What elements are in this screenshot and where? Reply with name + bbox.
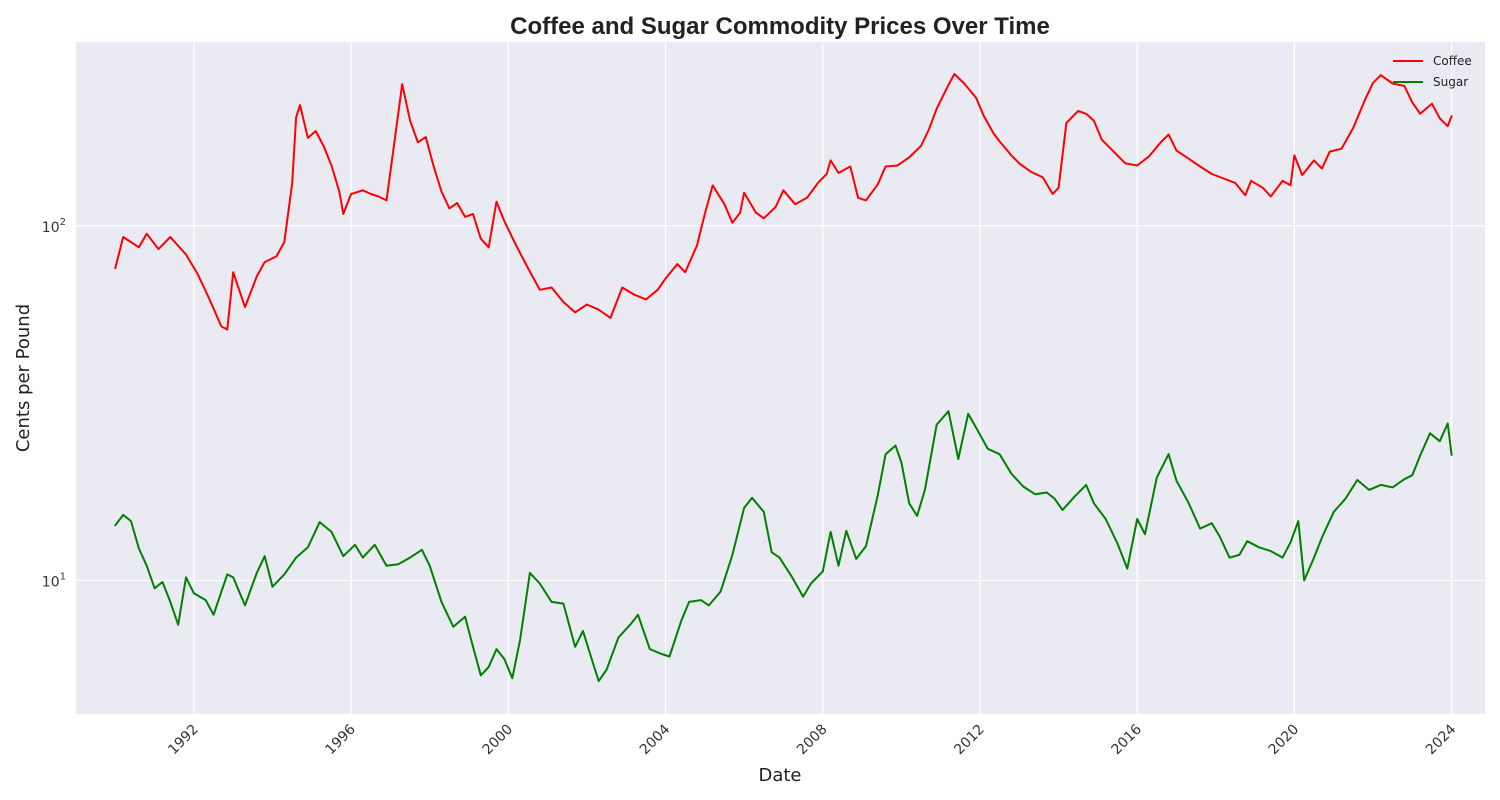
chart-title: Coffee and Sugar Commodity Prices Over T…	[510, 13, 1050, 40]
legend-label-sugar: Sugar	[1433, 75, 1468, 89]
y-tick-exponent: 1	[60, 571, 66, 582]
series-group	[114, 73, 1453, 683]
y-tick-exponent: 2	[60, 217, 66, 228]
y-tick-base: 10	[42, 574, 60, 590]
plot-area	[76, 42, 1485, 714]
x-axis-label: Date	[758, 765, 801, 786]
y-axis-label: Cents per Pound	[13, 304, 34, 452]
legend: Coffee Sugar	[1393, 54, 1472, 89]
y-tick-base: 10	[42, 220, 60, 236]
y-tick-label: 102	[42, 217, 66, 236]
y-tick-label: 101	[42, 571, 66, 590]
gridlines	[76, 42, 1485, 714]
series-line-sugar	[114, 410, 1453, 683]
series-line-coffee	[114, 73, 1453, 331]
legend-label-coffee: Coffee	[1433, 54, 1472, 68]
